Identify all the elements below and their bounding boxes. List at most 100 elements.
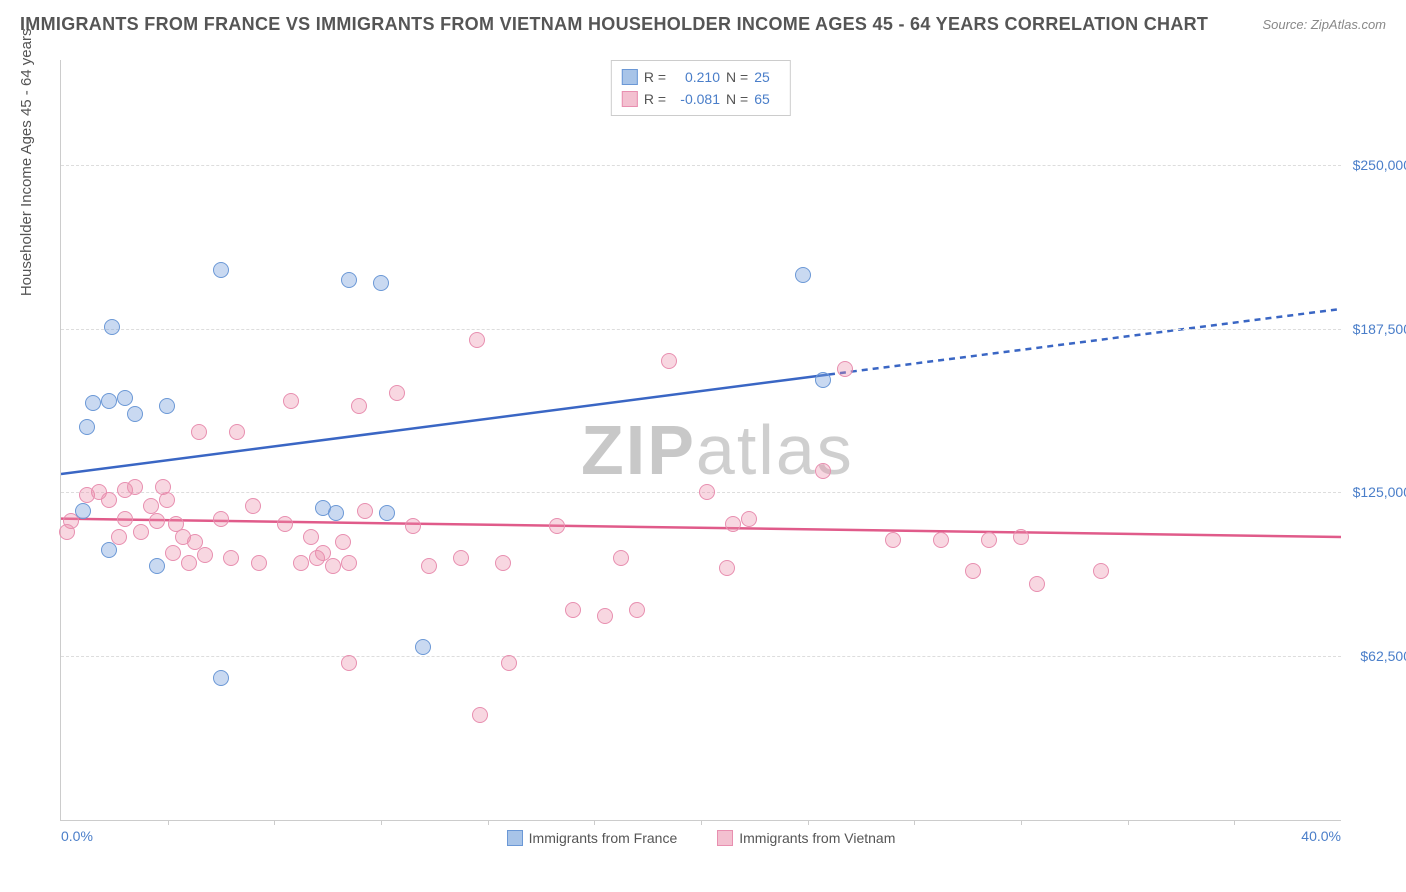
point-vietnam [351, 398, 367, 414]
watermark: ZIPatlas [581, 410, 854, 490]
point-france [117, 390, 133, 406]
point-vietnam [597, 608, 613, 624]
point-vietnam [405, 518, 421, 534]
point-vietnam [725, 516, 741, 532]
point-vietnam [245, 498, 261, 514]
point-vietnam [613, 550, 629, 566]
x-tick-mark [1128, 820, 1129, 825]
point-vietnam [965, 563, 981, 579]
point-vietnam [59, 524, 75, 540]
x-tick-mark [808, 820, 809, 825]
point-france [213, 262, 229, 278]
point-vietnam [1013, 529, 1029, 545]
point-vietnam [101, 492, 117, 508]
point-vietnam [661, 353, 677, 369]
n-label: N = [726, 66, 748, 88]
point-vietnam [213, 511, 229, 527]
point-france [127, 406, 143, 422]
y-tick-label: $250,000 [1346, 157, 1406, 173]
swatch-france-icon [507, 830, 523, 846]
point-france [328, 505, 344, 521]
point-vietnam [357, 503, 373, 519]
swatch-vietnam-icon [717, 830, 733, 846]
r-label: R = [644, 66, 666, 88]
point-vietnam [191, 424, 207, 440]
point-vietnam [341, 555, 357, 571]
y-tick-label: $125,000 [1346, 484, 1406, 500]
point-vietnam [741, 511, 757, 527]
point-vietnam [251, 555, 267, 571]
point-france [159, 398, 175, 414]
gridline-h [61, 656, 1341, 657]
legend-row-vietnam: R = -0.081 N = 65 [622, 88, 780, 110]
point-vietnam [127, 479, 143, 495]
point-vietnam [885, 532, 901, 548]
x-tick-start: 0.0% [61, 828, 93, 844]
title-bar: IMMIGRANTS FROM FRANCE VS IMMIGRANTS FRO… [20, 14, 1386, 35]
n-value-france: 25 [754, 66, 780, 88]
point-france [795, 267, 811, 283]
point-vietnam [837, 361, 853, 377]
point-vietnam [325, 558, 341, 574]
legend-label-france: Immigrants from France [529, 830, 678, 846]
point-vietnam [223, 550, 239, 566]
gridline-h [61, 165, 1341, 166]
legend-row-france: R = 0.210 N = 25 [622, 66, 780, 88]
point-vietnam [981, 532, 997, 548]
x-tick-mark [914, 820, 915, 825]
point-vietnam [815, 463, 831, 479]
x-tick-mark [488, 820, 489, 825]
point-vietnam [159, 492, 175, 508]
point-france [101, 542, 117, 558]
watermark-thin: atlas [696, 411, 854, 489]
y-tick-label: $62,500 [1346, 648, 1406, 664]
point-vietnam [303, 529, 319, 545]
x-tick-mark [381, 820, 382, 825]
point-vietnam [469, 332, 485, 348]
point-france [415, 639, 431, 655]
point-france [149, 558, 165, 574]
swatch-vietnam-icon [622, 91, 638, 107]
x-tick-end: 40.0% [1301, 828, 1341, 844]
chart-title: IMMIGRANTS FROM FRANCE VS IMMIGRANTS FRO… [20, 14, 1208, 35]
x-tick-mark [168, 820, 169, 825]
point-vietnam [501, 655, 517, 671]
point-vietnam [719, 560, 735, 576]
point-vietnam [165, 545, 181, 561]
source-label: Source: ZipAtlas.com [1262, 17, 1386, 32]
point-vietnam [335, 534, 351, 550]
point-vietnam [565, 602, 581, 618]
point-france [373, 275, 389, 291]
x-tick-mark [1234, 820, 1235, 825]
n-label: N = [726, 88, 748, 110]
y-tick-label: $187,500 [1346, 321, 1406, 337]
legend-series: Immigrants from France Immigrants from V… [61, 830, 1341, 846]
point-vietnam [453, 550, 469, 566]
point-vietnam [229, 424, 245, 440]
point-france [75, 503, 91, 519]
r-label: R = [644, 88, 666, 110]
x-tick-mark [701, 820, 702, 825]
point-vietnam [341, 655, 357, 671]
legend-item-vietnam: Immigrants from Vietnam [717, 830, 895, 846]
x-tick-mark [274, 820, 275, 825]
r-value-vietnam: -0.081 [672, 88, 720, 110]
point-vietnam [933, 532, 949, 548]
point-vietnam [143, 498, 159, 514]
point-vietnam [1093, 563, 1109, 579]
point-france [815, 372, 831, 388]
legend-label-vietnam: Immigrants from Vietnam [739, 830, 895, 846]
point-vietnam [197, 547, 213, 563]
point-france [104, 319, 120, 335]
swatch-france-icon [622, 69, 638, 85]
point-vietnam [293, 555, 309, 571]
watermark-bold: ZIP [581, 411, 696, 489]
point-vietnam [699, 484, 715, 500]
x-tick-mark [1021, 820, 1022, 825]
point-vietnam [472, 707, 488, 723]
trend-lines [61, 60, 1341, 820]
gridline-h [61, 329, 1341, 330]
n-value-vietnam: 65 [754, 88, 780, 110]
point-france [85, 395, 101, 411]
point-vietnam [283, 393, 299, 409]
